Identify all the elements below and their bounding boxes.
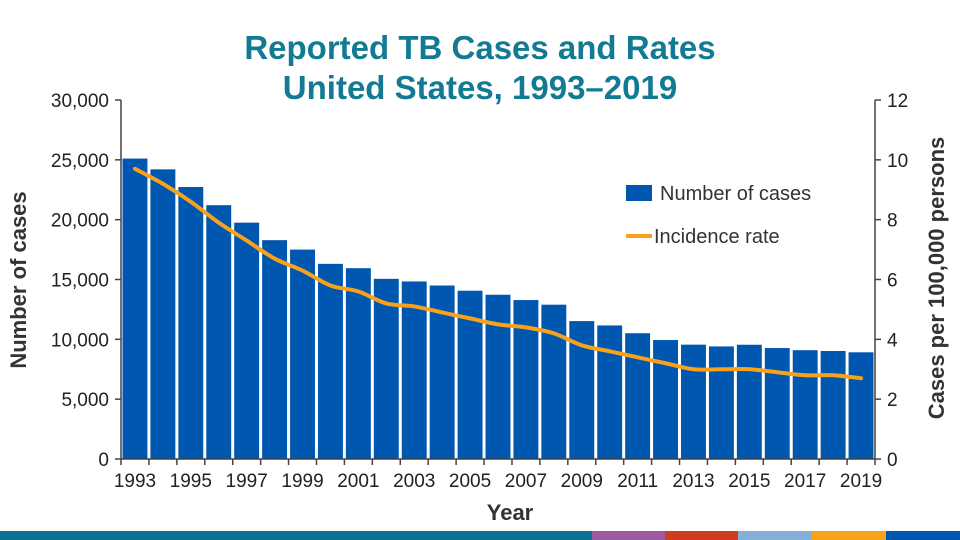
bar-2008 (541, 304, 567, 459)
legend-label-bars: Number of cases (660, 183, 811, 205)
x-tick-label: 2015 (728, 471, 770, 492)
stripe-segment (886, 531, 960, 540)
x-tick-label: 2011 (617, 471, 658, 492)
bar-1998 (262, 240, 288, 459)
x-axis-label: Year (487, 500, 534, 525)
x-tick-label: 2013 (672, 471, 714, 492)
bar-1993 (122, 158, 148, 459)
x-tick-label: 2001 (337, 471, 379, 492)
bar-2015 (736, 344, 762, 459)
bar-1997 (234, 222, 260, 459)
bar-2017 (792, 350, 818, 459)
y-tick-label: 5,000 (61, 390, 109, 411)
x-tick-label: 2005 (449, 471, 491, 492)
bar-1996 (206, 205, 232, 459)
y-axis-label: Number of cases (6, 191, 31, 368)
bar-2000 (317, 263, 343, 459)
x-tick-label: 2007 (505, 471, 547, 492)
y2-tick-label: 6 (887, 271, 898, 292)
bar-2010 (597, 325, 623, 459)
y-tick-label: 20,000 (51, 211, 109, 232)
bar-2012 (653, 340, 679, 459)
bar-1999 (290, 249, 315, 459)
y2-tick-label: 12 (887, 91, 908, 112)
chart-title: Reported TB Cases and Rates United State… (0, 28, 960, 108)
bar-2014 (708, 346, 734, 459)
bar-2002 (373, 278, 399, 459)
x-tick-label: 1999 (281, 471, 323, 492)
bar-2007 (513, 300, 539, 459)
y2-axis-label: Cases per 100,000 persons (924, 137, 949, 420)
y-tick-label: 10,000 (51, 330, 109, 351)
bar-2018 (820, 351, 846, 459)
bar-1995 (178, 187, 204, 459)
stripe-segment (812, 531, 886, 540)
x-tick-label: 1995 (170, 471, 212, 492)
bar-2016 (764, 348, 790, 459)
bar-2006 (485, 294, 511, 459)
x-tick-label: 2019 (840, 471, 882, 492)
legend-swatch-bars (626, 185, 652, 201)
y-tick-label: 30,000 (51, 91, 109, 112)
y2-tick-label: 2 (887, 390, 898, 411)
x-tick-label: 2003 (393, 471, 435, 492)
y2-tick-label: 0 (887, 450, 898, 471)
y-tick-label: 15,000 (51, 271, 109, 292)
stripe-segment (592, 531, 665, 540)
bar-2001 (345, 268, 371, 459)
stripe-segment (0, 531, 592, 540)
y-tick-label: 0 (98, 450, 109, 471)
footer-stripe (0, 531, 960, 540)
chart-title-line1: Reported TB Cases and Rates (244, 29, 716, 66)
x-tick-label: 2009 (561, 471, 603, 492)
legend-label-line: Incidence rate (654, 226, 780, 248)
y2-tick-label: 4 (887, 330, 898, 351)
x-tick-label: 1997 (226, 471, 268, 492)
bar-2011 (625, 333, 651, 459)
x-tick-label: 1993 (114, 471, 156, 492)
stripe-segment (665, 531, 738, 540)
chart-subtitle: United States, 1993–2019 (282, 69, 678, 106)
stripe-segment (738, 531, 812, 540)
y2-tick-label: 8 (887, 211, 898, 232)
bar-2013 (681, 344, 706, 459)
bar-2019 (848, 352, 874, 459)
y2-tick-label: 10 (887, 151, 908, 172)
x-tick-label: 2017 (784, 471, 826, 492)
bar-2003 (401, 281, 427, 459)
bar-1994 (150, 169, 176, 459)
y-tick-label: 25,000 (51, 151, 109, 172)
